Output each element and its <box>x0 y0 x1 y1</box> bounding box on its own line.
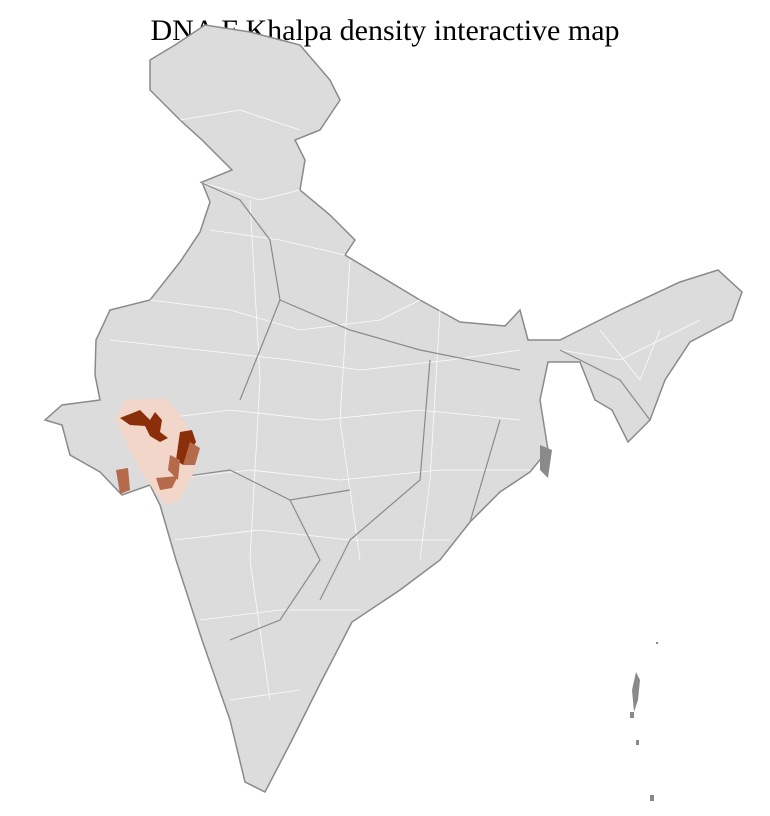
gujarat-density[interactable] <box>115 398 200 505</box>
high-density-district[interactable] <box>120 410 168 442</box>
medium-density-district[interactable] <box>168 455 180 480</box>
islands <box>540 445 658 801</box>
state-borders <box>159 181 651 641</box>
district-borders <box>109 109 701 701</box>
medium-density-district[interactable] <box>116 468 130 494</box>
india-outline[interactable] <box>43 24 743 794</box>
medium-density-district[interactable] <box>156 476 178 490</box>
high-density-district[interactable] <box>176 430 196 465</box>
medium-density-district[interactable] <box>183 442 200 465</box>
